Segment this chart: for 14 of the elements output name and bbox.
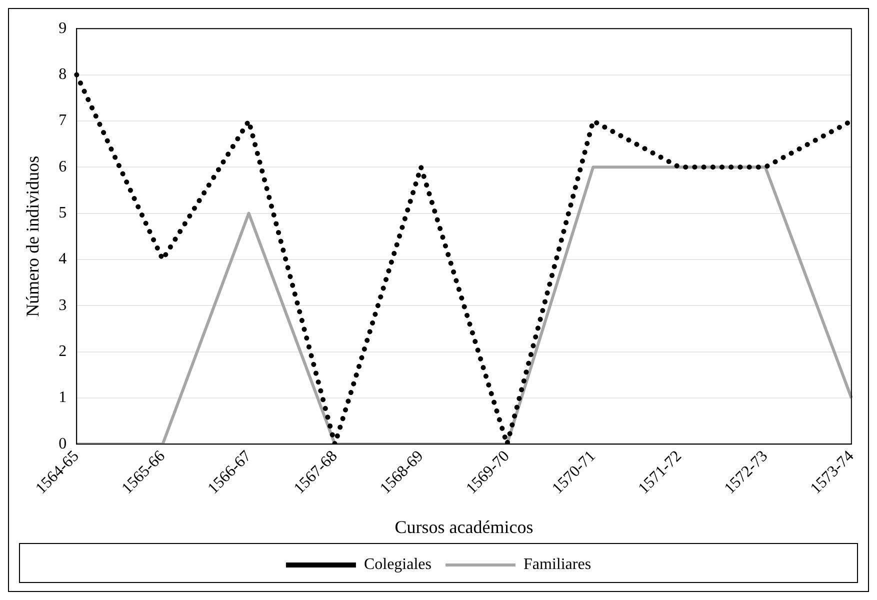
legend-label: Colegiales — [364, 556, 432, 574]
y-tick-label: 5 — [58, 204, 67, 222]
y-tick-label: 0 — [58, 435, 67, 452]
y-tick-label: 7 — [58, 112, 67, 130]
y-axis-title: Número de individuos — [22, 156, 43, 317]
y-tick-label: 3 — [58, 296, 67, 314]
x-axis-title: Cursos académicos — [394, 516, 534, 537]
y-tick-label: 2 — [58, 342, 67, 360]
y-tick-label: 8 — [58, 66, 67, 83]
y-tick-label: 9 — [58, 20, 67, 37]
y-tick-label: 1 — [58, 389, 67, 406]
y-tick-label: 4 — [58, 250, 67, 268]
y-tick-label: 6 — [58, 158, 67, 176]
legend-label: Familiares — [524, 556, 592, 574]
